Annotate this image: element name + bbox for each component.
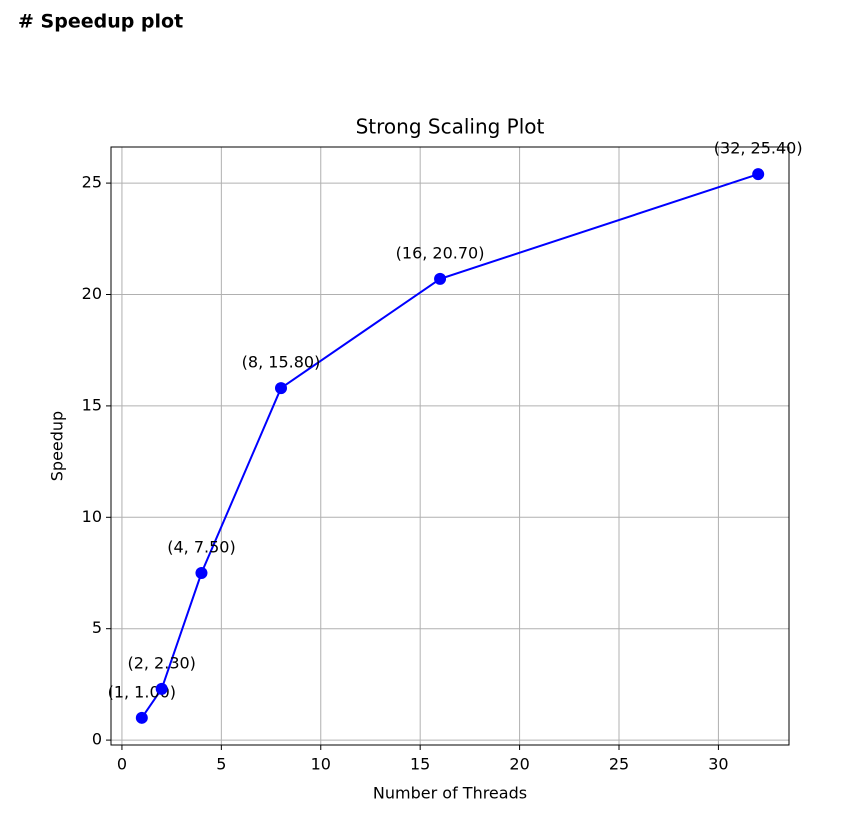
x-tick-label: 5	[216, 755, 226, 774]
plot-frame	[110, 146, 790, 746]
y-tick-label: 15	[82, 395, 102, 414]
x-tick-label: 20	[509, 755, 529, 774]
data-point	[155, 682, 168, 695]
x-tick-label: 0	[117, 755, 127, 774]
x-axis-label: Number of Threads	[373, 784, 527, 803]
y-tick-label: 0	[92, 730, 102, 749]
y-tick-label: 5	[92, 618, 102, 637]
data-point	[195, 566, 208, 579]
y-axis-label: Speedup	[48, 411, 67, 481]
data-point	[434, 272, 447, 285]
data-label: (32, 25.40)	[714, 139, 803, 158]
y-tick-label: 25	[82, 173, 102, 192]
x-tick-label: 10	[311, 755, 331, 774]
data-label: (2, 2.30)	[127, 653, 195, 672]
data-point	[752, 168, 765, 181]
data-point	[274, 382, 287, 395]
x-tick-label: 25	[609, 755, 629, 774]
chart-title: Strong Scaling Plot	[356, 115, 545, 139]
data-label: (4, 7.50)	[167, 537, 235, 556]
data-point	[135, 711, 148, 724]
x-tick-label: 15	[410, 755, 430, 774]
x-tick-label: 30	[708, 755, 728, 774]
y-tick-label: 10	[82, 507, 102, 526]
markdown-heading: # Speedup plot	[18, 11, 183, 33]
data-label: (8, 15.80)	[242, 353, 321, 372]
data-label: (16, 20.70)	[396, 243, 485, 262]
y-tick-label: 20	[82, 284, 102, 303]
